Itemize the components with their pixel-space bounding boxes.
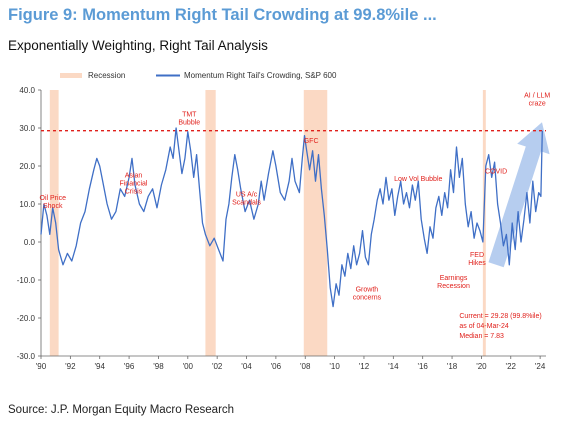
x-tick-label: '92 xyxy=(65,362,76,371)
event-annotation: FED Hikes xyxy=(468,252,486,267)
x-tick-label: '22 xyxy=(506,362,517,371)
x-tick-label: '18 xyxy=(447,362,458,371)
event-annotation: AI / LLM craze xyxy=(524,93,550,108)
recession-band xyxy=(49,90,59,356)
x-tick-label: '12 xyxy=(359,362,370,371)
current-stats-box: Current = 29.28 (99.8%ile) as of 04-Mar-2… xyxy=(459,313,541,340)
event-annotation: Asian Financial Crisis xyxy=(119,172,147,195)
x-tick-label: '04 xyxy=(241,362,252,371)
event-annotation: Low Vol Bubble xyxy=(394,176,442,183)
x-tick-label: '16 xyxy=(417,362,428,371)
annotations: Oil Price Shock Asian Financial Crisis TMT Bub… xyxy=(40,93,551,302)
event-annotation: Growth concerns xyxy=(353,286,382,301)
recession-band xyxy=(482,90,486,356)
y-tick-label: 0.0 xyxy=(24,238,36,247)
x-tick-label: '08 xyxy=(300,362,311,371)
figure-title: Figure 9: Momentum Right Tail Crowding a… xyxy=(8,6,437,24)
x-tick-label: '24 xyxy=(535,362,546,371)
x-axis-ticks: '90 '92 '94 '96 '98 '00 '02 '04 '06 '08 '10 '12 '14 '… xyxy=(36,356,546,371)
y-tick-label: -30.0 xyxy=(17,352,36,361)
x-tick-label: '02 xyxy=(212,362,223,371)
event-annotation: Earnings Recession xyxy=(437,275,470,290)
x-tick-label: '94 xyxy=(95,362,106,371)
trend-arrow xyxy=(488,122,550,268)
event-annotation: US A/c Scandals xyxy=(232,191,261,206)
y-tick-label: 30.0 xyxy=(19,124,35,133)
x-tick-label: '96 xyxy=(124,362,135,371)
recession-shading xyxy=(49,90,486,356)
legend: Recession Momentum Right Tail's Crowding… xyxy=(60,71,337,80)
y-tick-label: -20.0 xyxy=(17,314,36,323)
y-axis-ticks: 40.0 30.0 20.0 10.0 0.0 -10.0 -20.0 -30.0 xyxy=(17,86,41,361)
y-tick-label: 20.0 xyxy=(19,162,35,171)
x-tick-label: '10 xyxy=(329,362,340,371)
recession-band xyxy=(303,90,328,356)
y-tick-label: -10.0 xyxy=(17,276,36,285)
event-annotation: Oil Price Shock xyxy=(40,195,67,210)
series-line xyxy=(40,127,543,308)
x-tick-label: '20 xyxy=(476,362,487,371)
y-tick-label: 10.0 xyxy=(19,200,35,209)
figure-subtitle: Exponentially Weighting, Right Tail Anal… xyxy=(8,38,268,53)
event-annotation: GFC xyxy=(304,138,319,145)
legend-recession-swatch xyxy=(60,73,82,78)
event-annotation: TMT Bubble xyxy=(178,112,200,127)
current-stats-text: Current = 29.28 (99.8%ile) as of 04-Mar-2… xyxy=(459,313,541,340)
x-tick-label: '06 xyxy=(271,362,282,371)
legend-series-label: Momentum Right Tail's Crowding, S&P 600 xyxy=(184,71,337,80)
y-tick-label: 40.0 xyxy=(19,86,35,95)
x-tick-label: '00 xyxy=(183,362,194,371)
source-note: Source: J.P. Morgan Equity Macro Researc… xyxy=(8,404,235,416)
x-tick-label: '90 xyxy=(36,362,47,371)
x-tick-label: '14 xyxy=(388,362,399,371)
event-annotation: COVID xyxy=(485,169,507,176)
x-tick-label: '98 xyxy=(153,362,164,371)
recession-band xyxy=(205,90,216,356)
legend-recession-label: Recession xyxy=(88,71,125,80)
